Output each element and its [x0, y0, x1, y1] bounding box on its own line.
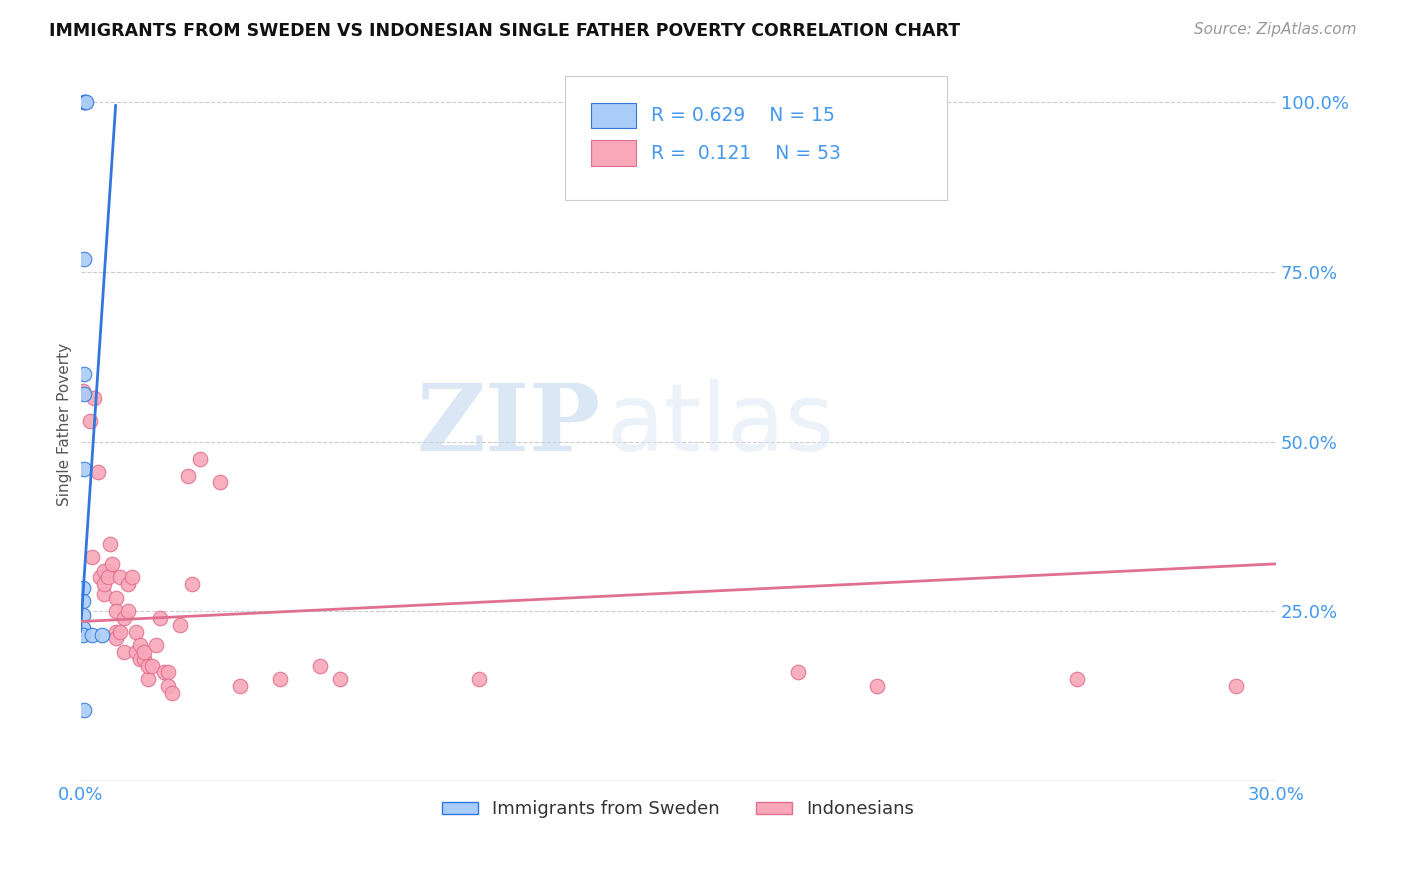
FancyBboxPatch shape	[591, 103, 637, 128]
Point	[72, 384, 94, 398]
Point	[786, 665, 808, 680]
Point	[72, 607, 94, 622]
Point	[145, 638, 167, 652]
Point	[229, 679, 252, 693]
Point	[89, 570, 111, 584]
Text: R =  0.121    N = 53: R = 0.121 N = 53	[651, 144, 841, 163]
Point	[134, 645, 156, 659]
Point	[160, 686, 183, 700]
Point	[110, 624, 132, 639]
Point	[93, 587, 115, 601]
Point	[72, 621, 94, 635]
Point	[105, 624, 128, 639]
Point	[134, 652, 156, 666]
Point	[125, 645, 148, 659]
Point	[105, 604, 128, 618]
Point	[73, 462, 96, 476]
Point	[100, 536, 122, 550]
Point	[82, 550, 104, 565]
Text: IMMIGRANTS FROM SWEDEN VS INDONESIAN SINGLE FATHER POVERTY CORRELATION CHART: IMMIGRANTS FROM SWEDEN VS INDONESIAN SIN…	[49, 22, 960, 40]
Point	[149, 611, 172, 625]
Point	[91, 628, 114, 642]
Point	[79, 414, 101, 428]
Point	[208, 475, 231, 490]
Text: Source: ZipAtlas.com: Source: ZipAtlas.com	[1194, 22, 1357, 37]
Point	[153, 665, 176, 680]
Point	[73, 703, 96, 717]
Point	[157, 665, 180, 680]
Point	[75, 95, 97, 110]
Point	[157, 679, 180, 693]
Point	[269, 672, 291, 686]
Point	[72, 628, 94, 642]
Point	[117, 577, 139, 591]
Y-axis label: Single Father Poverty: Single Father Poverty	[58, 343, 72, 507]
Point	[177, 468, 200, 483]
Point	[72, 594, 94, 608]
Text: atlas: atlas	[606, 379, 835, 471]
Point	[93, 564, 115, 578]
Point	[125, 624, 148, 639]
FancyBboxPatch shape	[591, 140, 637, 166]
Point	[83, 391, 105, 405]
Point	[105, 591, 128, 605]
Point	[188, 451, 211, 466]
Point	[73, 367, 96, 381]
Point	[82, 628, 104, 642]
Point	[112, 611, 135, 625]
Point	[117, 604, 139, 618]
Point	[97, 564, 120, 578]
Point	[141, 658, 163, 673]
Point	[1225, 679, 1247, 693]
Legend: Immigrants from Sweden, Indonesians: Immigrants from Sweden, Indonesians	[434, 793, 922, 825]
Point	[73, 95, 96, 110]
Point	[328, 672, 350, 686]
Point	[73, 387, 96, 401]
Point	[1066, 672, 1088, 686]
Point	[129, 638, 152, 652]
Point	[76, 95, 98, 110]
Point	[110, 570, 132, 584]
Point	[87, 465, 110, 479]
Point	[308, 658, 330, 673]
Point	[73, 252, 96, 266]
FancyBboxPatch shape	[565, 76, 948, 201]
Point	[121, 570, 143, 584]
Text: ZIP: ZIP	[416, 380, 600, 470]
Point	[129, 652, 152, 666]
Point	[105, 632, 128, 646]
Point	[866, 679, 889, 693]
Text: R = 0.629    N = 15: R = 0.629 N = 15	[651, 106, 835, 125]
Point	[181, 577, 204, 591]
Point	[112, 645, 135, 659]
Point	[93, 577, 115, 591]
Point	[72, 581, 94, 595]
Point	[468, 672, 491, 686]
Point	[97, 570, 120, 584]
Point	[136, 658, 159, 673]
Point	[101, 557, 124, 571]
Point	[169, 618, 191, 632]
Point	[136, 672, 159, 686]
